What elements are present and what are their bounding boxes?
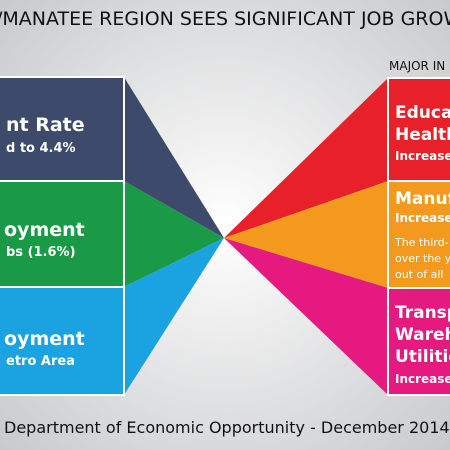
panel-text: Increase — [395, 149, 450, 163]
right-heading: MAJOR IN — [389, 59, 445, 73]
panel-text: Increase — [395, 372, 450, 386]
panel — [387, 287, 450, 396]
wedge — [224, 238, 388, 395]
panel-text: d to 4.4% — [6, 141, 76, 156]
panel-text: nt Rate — [6, 114, 85, 136]
wedge — [124, 77, 224, 238]
panel-text: Health — [395, 125, 450, 145]
panel-text: Wareh — [395, 325, 450, 345]
panel-text: oyment — [4, 219, 85, 241]
panel-text: Transp — [395, 303, 450, 323]
wedge — [224, 78, 388, 238]
panel-text: out of all — [395, 268, 443, 281]
panel-text: The third- — [394, 236, 449, 249]
panel — [0, 180, 125, 288]
wedge — [124, 238, 224, 395]
panel-text: bs (1.6%) — [6, 245, 76, 260]
footer: Department of Economic Opportunity - Dec… — [4, 418, 450, 437]
panel — [0, 286, 125, 396]
panel-text: etro Area — [6, 354, 75, 369]
wedge — [124, 181, 224, 287]
panel-text: Utilitie — [395, 347, 450, 367]
wedge — [224, 181, 388, 288]
panel-text: Educat — [395, 103, 450, 123]
panel-text: over the y — [395, 252, 450, 265]
panel-text: Increase — [395, 211, 450, 225]
panel — [387, 77, 450, 182]
panel-text: oyment — [4, 328, 85, 350]
panel-text: Manuf — [395, 189, 450, 209]
title: /MANATEE REGION SEES SIGNIFICANT JOB GRO… — [0, 8, 450, 30]
